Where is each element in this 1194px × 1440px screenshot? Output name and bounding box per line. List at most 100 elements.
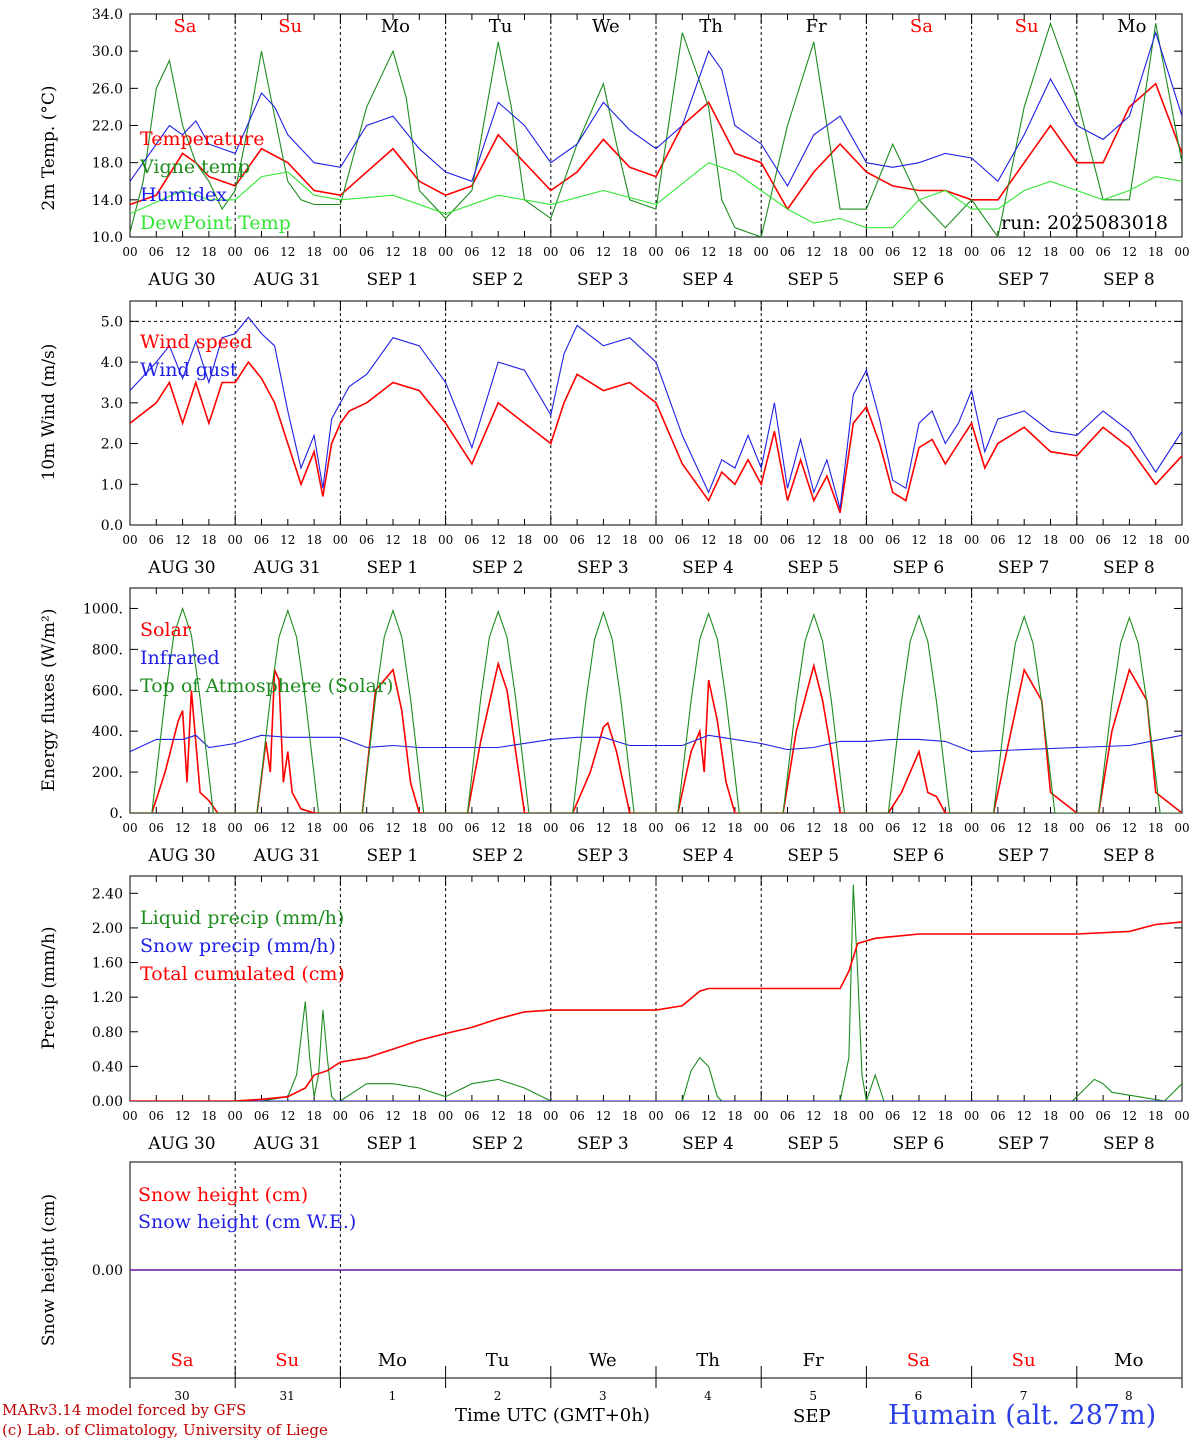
y-tick-label: 600. (92, 683, 123, 699)
hour-label: 12 (701, 821, 716, 835)
hour-label: 12 (596, 245, 611, 259)
hour-label: 12 (701, 1109, 716, 1123)
date-label: SEP 4 (682, 1134, 734, 1154)
hour-label: 00 (1069, 821, 1084, 835)
date-label: SEP 6 (893, 846, 945, 866)
series-line-humidex (130, 30, 1182, 188)
hour-label: 00 (1069, 245, 1084, 259)
day-of-week-label: Mo (1117, 16, 1146, 37)
y-tick-label: 0. (110, 806, 123, 822)
hour-label: 06 (359, 533, 374, 547)
hour-label: 12 (385, 533, 400, 547)
series-line-wind-speed (130, 360, 1182, 514)
hour-label: 06 (569, 1109, 584, 1123)
hour-label: 00 (333, 1109, 348, 1123)
date-label: SEP 7 (998, 558, 1050, 578)
y-tick-label: 0.0 (101, 518, 123, 534)
day-number-label: 2 (494, 1389, 502, 1403)
hour-label: 00 (122, 533, 137, 547)
hour-label: 12 (596, 533, 611, 547)
y-tick-label: 18.0 (92, 156, 123, 172)
date-label: SEP 1 (367, 1134, 419, 1154)
hour-label: 00 (1069, 533, 1084, 547)
date-label: SEP 3 (577, 558, 629, 578)
hour-label: 12 (596, 1109, 611, 1123)
legend-entry: Infrared (140, 647, 220, 669)
hour-label: 06 (990, 1109, 1005, 1123)
hour-label: 12 (1122, 821, 1137, 835)
date-label: AUG 31 (253, 1134, 321, 1154)
y-tick-label: 400. (92, 724, 123, 740)
hour-label: 18 (306, 245, 321, 259)
hour-label: 18 (1148, 1109, 1163, 1123)
hour-label: 12 (806, 533, 821, 547)
hour-label: 00 (859, 1109, 874, 1123)
y-tick-label: 1.20 (92, 990, 123, 1006)
hour-label: 06 (569, 533, 584, 547)
y-axis-label: 10m Wind (m/s) (39, 344, 59, 481)
date-label: SEP 8 (1103, 558, 1155, 578)
hour-label: 00 (648, 821, 663, 835)
hour-label: 18 (622, 245, 637, 259)
hour-label: 00 (543, 821, 558, 835)
hour-label: 18 (412, 1109, 427, 1123)
y-tick-label: 2.0 (101, 437, 123, 453)
hour-label: 12 (280, 245, 295, 259)
panel-5: 0.00 Snow height (cm) Snow height (cm) Snow… (39, 1161, 1183, 1403)
legend-entry: Liquid precip (mm/h) (140, 907, 344, 929)
hour-label: 00 (1174, 821, 1189, 835)
day-of-week-label: We (592, 16, 620, 37)
date-label: SEP 5 (787, 846, 839, 866)
hour-label: 00 (438, 533, 453, 547)
hour-label: 00 (754, 821, 769, 835)
y-tick-label: 200. (92, 765, 123, 781)
date-label: AUG 31 (253, 558, 321, 578)
hour-label: 06 (885, 1109, 900, 1123)
hour-label: 00 (122, 821, 137, 835)
hour-label: 00 (859, 245, 874, 259)
hour-label: 06 (885, 245, 900, 259)
hour-label: 06 (780, 821, 795, 835)
y-tick-label: 30.0 (92, 44, 123, 60)
day-number-label: 1 (389, 1389, 397, 1403)
hour-label: 00 (648, 245, 663, 259)
hour-label: 18 (201, 1109, 216, 1123)
day-of-week-label: Mo (378, 1350, 407, 1371)
hour-label: 00 (438, 245, 453, 259)
hour-label: 06 (464, 245, 479, 259)
hour-label: 12 (491, 821, 506, 835)
day-of-week-label: Tu (486, 1350, 510, 1371)
y-tick-label: 800. (92, 642, 123, 658)
hour-label: 00 (964, 245, 979, 259)
hour-label: 18 (517, 1109, 532, 1123)
hour-label: 18 (412, 821, 427, 835)
hour-label: 18 (832, 821, 847, 835)
hour-label: 00 (333, 245, 348, 259)
hour-label: 18 (517, 245, 532, 259)
hour-label: 00 (754, 533, 769, 547)
hour-label: 12 (175, 533, 190, 547)
hour-label: 00 (228, 245, 243, 259)
day-number-label: 31 (280, 1389, 295, 1403)
date-label: SEP 4 (682, 846, 734, 866)
hour-label: 06 (149, 1109, 164, 1123)
run-label: run: 2025083018 (1001, 212, 1168, 234)
hour-label: 06 (464, 821, 479, 835)
day-of-week-label: Sa (907, 1350, 930, 1371)
hour-label: 18 (306, 821, 321, 835)
hour-label: 06 (675, 1109, 690, 1123)
plot-frame (129, 13, 1183, 238)
hour-label: 18 (727, 245, 742, 259)
hour-label: 00 (543, 245, 558, 259)
y-tick-label: 1.0 (101, 477, 123, 493)
hour-label: 12 (491, 1109, 506, 1123)
day-number-label: 4 (704, 1389, 712, 1403)
hour-label: 18 (832, 1109, 847, 1123)
hour-label: 00 (333, 821, 348, 835)
footer-model: MARv3.14 model forced by GFS (2, 1401, 247, 1419)
day-of-week-label: Su (275, 1350, 299, 1371)
date-label: SEP 7 (998, 270, 1050, 290)
hour-label: 18 (517, 533, 532, 547)
hour-label: 06 (359, 821, 374, 835)
